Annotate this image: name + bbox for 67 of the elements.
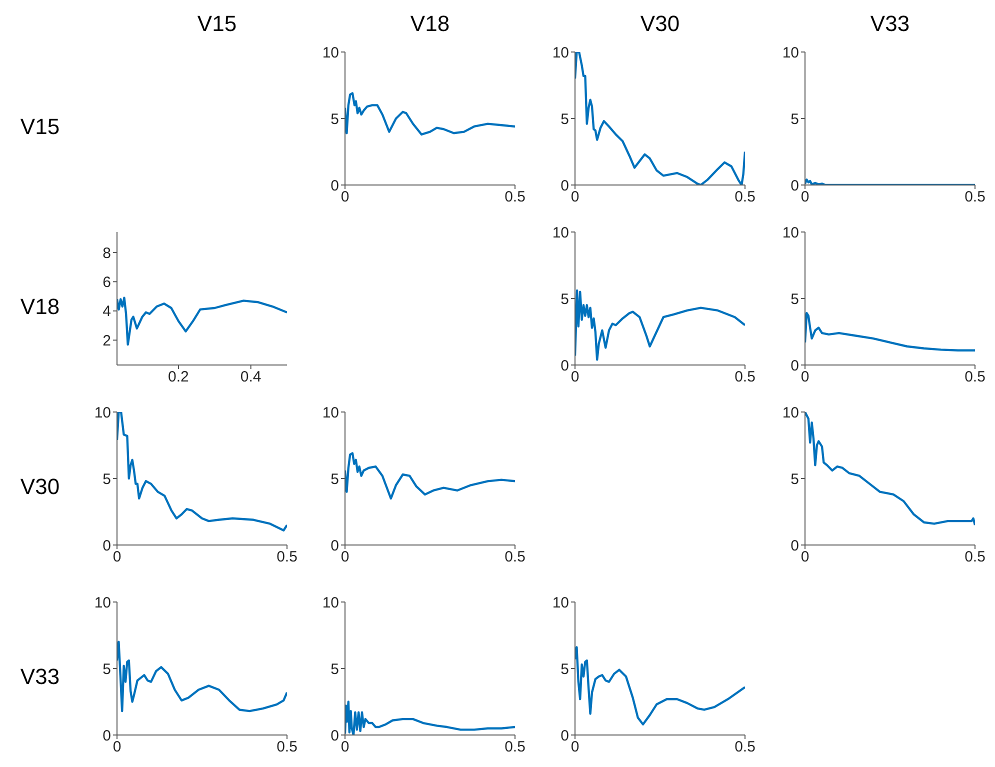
text: V18 [410,11,450,37]
x-tick-label: 0.5 [504,188,526,206]
y-tick-label: 10 [94,404,111,422]
y-tick-label: 5 [790,290,799,308]
text: V33 [20,664,60,690]
y-tick-label: 0 [560,357,569,374]
x-tick-label: 0.5 [504,548,526,566]
line-series [345,452,515,500]
y-tick-label: 2 [102,332,111,350]
y-tick-label: 0 [790,177,799,194]
x-tick-label: 0.5 [504,738,526,756]
y-tick-label: 10 [552,44,569,62]
y-tick-label: 0 [790,537,799,554]
y-tick-label: 5 [330,660,339,678]
y-tick-label: 0 [560,727,569,744]
y-tick-label: 5 [560,110,569,128]
line-series [345,92,515,136]
y-tick-label: 5 [560,660,569,678]
x-tick-label: 0.5 [734,368,756,386]
y-tick-label: 6 [102,274,111,292]
line-series [575,289,745,361]
y-tick-label: 10 [552,224,569,242]
x-tick-label: 0.5 [964,548,986,566]
text: V15 [20,114,60,140]
y-tick-label: 0 [330,537,339,554]
y-tick-label: 10 [782,224,799,242]
text: V18 [20,294,60,320]
y-tick-label: 10 [322,594,339,612]
x-tick-label: 0.5 [964,188,986,206]
y-tick-label: 0 [560,177,569,194]
y-tick-label: 5 [102,660,111,678]
y-tick-label: 0 [330,727,339,744]
y-tick-label: 10 [782,44,799,62]
y-tick-label: 0 [102,537,111,554]
y-tick-label: 5 [790,470,799,488]
x-tick-label: 0.5 [276,738,298,756]
y-tick-label: 8 [102,244,111,262]
text: V15 [197,11,237,37]
y-tick-label: 4 [102,303,111,320]
line-series [117,412,287,532]
line-series [805,412,975,526]
y-tick-label: 10 [322,44,339,62]
line-series [805,312,975,352]
x-tick-label: 0.5 [964,368,986,386]
y-tick-label: 5 [330,110,339,128]
y-tick-label: 10 [322,404,339,422]
text: V33 [870,11,910,37]
line-series [575,646,745,726]
y-tick-label: 5 [330,470,339,488]
y-tick-label: 5 [560,290,569,308]
y-tick-label: 5 [790,110,799,128]
y-tick-label: 10 [94,594,111,612]
y-tick-label: 5 [102,470,111,488]
x-tick-label: 0.5 [276,548,298,566]
x-tick-label: 0.2 [168,368,189,386]
line-series [117,296,287,346]
y-tick-label: 10 [782,404,799,422]
line-series [117,640,287,712]
y-tick-label: 0 [102,727,111,744]
y-tick-label: 10 [552,594,569,612]
x-tick-label: 0.5 [734,188,756,206]
text: V30 [20,474,60,500]
y-tick-label: 0 [790,357,799,374]
text: V30 [640,11,680,37]
y-tick-label: 0 [330,177,339,194]
x-tick-label: 0.5 [734,738,756,756]
x-tick-label: 0.4 [240,368,262,386]
